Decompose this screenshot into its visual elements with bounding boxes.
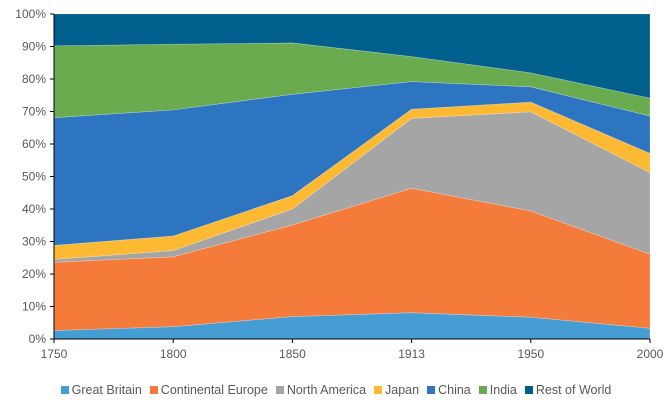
legend-swatch	[149, 386, 158, 394]
legend-item: Great Britain	[60, 383, 142, 397]
legend-swatch	[60, 386, 69, 394]
y-tick-label: 100%	[15, 7, 46, 21]
legend-item: North America	[275, 383, 367, 397]
legend-swatch	[478, 386, 487, 394]
x-tick-label: 1800	[160, 347, 187, 361]
legend-label: India	[489, 383, 517, 397]
area-rest-of-world	[53, 13, 651, 99]
legend-swatch	[275, 386, 284, 394]
y-tick-label: 60%	[22, 137, 46, 151]
y-tick-label: 30%	[22, 235, 46, 249]
legend-label: Great Britain	[71, 383, 142, 397]
legend: Great Britain Continental Europe North Ame…	[0, 383, 672, 397]
legend-label: North America	[286, 383, 367, 397]
y-tick-label: 90%	[22, 40, 46, 54]
y-tick-label: 50%	[22, 170, 46, 184]
legend-item: China	[427, 383, 471, 397]
x-tick-label: 2000	[637, 347, 664, 361]
y-tick-label: 80%	[22, 72, 46, 86]
legend-item: Rest of World	[524, 383, 612, 397]
y-tick-label: 70%	[22, 105, 46, 119]
x-tick-label: 1850	[279, 347, 306, 361]
y-tick-label: 10%	[22, 300, 46, 314]
legend-swatch	[524, 386, 533, 394]
y-tick-label: 20%	[22, 267, 46, 281]
y-tick-label: 0%	[29, 332, 47, 346]
x-tick-label: 1913	[398, 347, 425, 361]
legend-label: China	[438, 383, 471, 397]
legend-item: Continental Europe	[149, 383, 268, 397]
legend-item: India	[478, 383, 517, 397]
y-tick-label: 40%	[22, 202, 46, 216]
x-tick-label: 1950	[517, 347, 544, 361]
legend-label: Rest of World	[535, 383, 612, 397]
legend-swatch	[427, 386, 436, 394]
stacked-area-chart: 0% 10% 20% 30% 40% 50% 60% 70% 80% 90% 100% 1750 180…	[15, 7, 663, 361]
axes: 0% 10% 20% 30% 40% 50% 60% 70% 80% 90% 100% 1750 180…	[15, 7, 663, 361]
legend-swatch	[374, 386, 383, 394]
legend-item: Japan	[374, 383, 419, 397]
areas	[53, 13, 651, 340]
x-tick-label: 1750	[41, 347, 68, 361]
legend-label: Continental Europe	[160, 383, 268, 397]
legend-label: Japan	[385, 383, 420, 397]
